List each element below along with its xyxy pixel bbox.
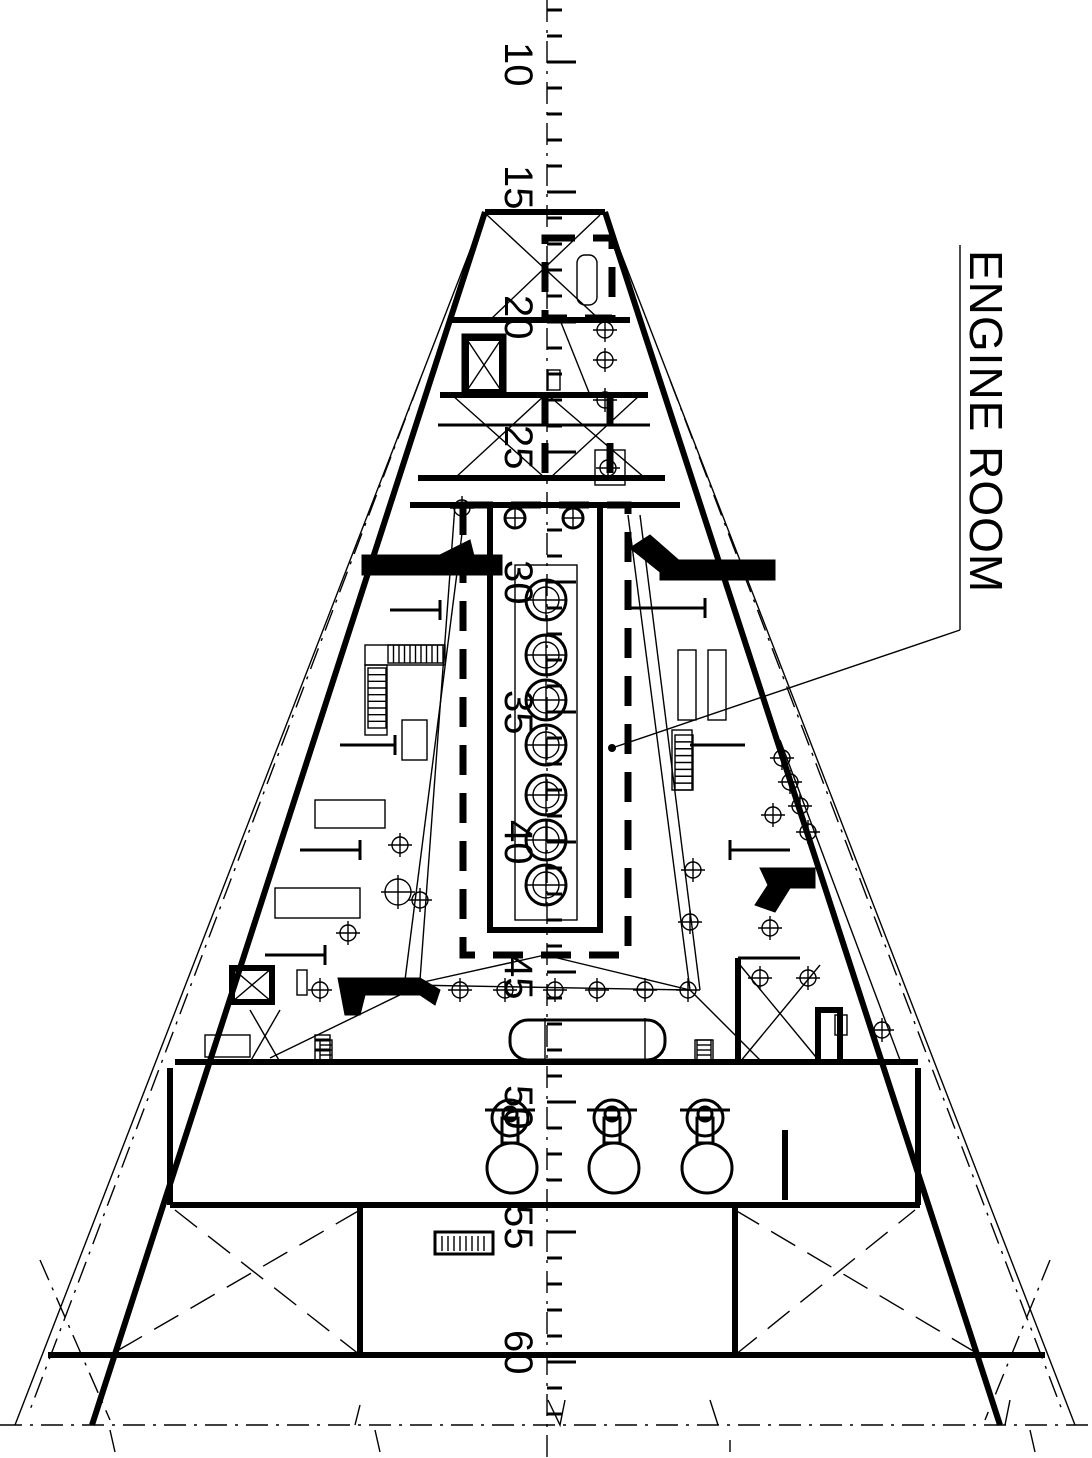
generator-hub xyxy=(603,1105,621,1123)
frame-number-labels: 10 15 20 25 30 35 40 45 50 55 60 xyxy=(496,42,540,1375)
ladder xyxy=(367,667,387,729)
generator-head xyxy=(685,1098,725,1138)
hull-outline xyxy=(0,209,1092,1426)
engine-room-label: ENGINE ROOM xyxy=(960,250,1012,593)
grating xyxy=(433,1230,495,1256)
pressure-vessel xyxy=(508,1018,667,1062)
ladders xyxy=(319,644,712,1061)
frame-label-45: 45 xyxy=(496,955,540,1000)
keel-markers xyxy=(109,1399,1036,1453)
frame-label-25: 25 xyxy=(496,425,540,470)
left-side-equipment xyxy=(204,333,507,1061)
centerline-ruler xyxy=(546,0,576,1458)
generator-hub xyxy=(696,1105,714,1123)
generator-sets xyxy=(485,1098,734,1195)
frame-label-15: 15 xyxy=(496,165,540,210)
frame-label-55: 55 xyxy=(496,1205,540,1250)
generator-head xyxy=(490,1098,530,1138)
right-side-equipment xyxy=(547,254,848,1065)
valve-symbols xyxy=(308,318,894,1042)
generator-head xyxy=(592,1098,632,1138)
generator-motor xyxy=(680,1141,734,1195)
generator-hub xyxy=(501,1105,519,1123)
main-engine xyxy=(487,502,603,933)
frame-label-10: 10 xyxy=(496,42,540,87)
generator-motor xyxy=(485,1141,539,1195)
generator-motor xyxy=(587,1141,641,1195)
engine-room-callout: ENGINE ROOM xyxy=(608,245,1012,752)
engine-cylinders xyxy=(524,578,568,907)
